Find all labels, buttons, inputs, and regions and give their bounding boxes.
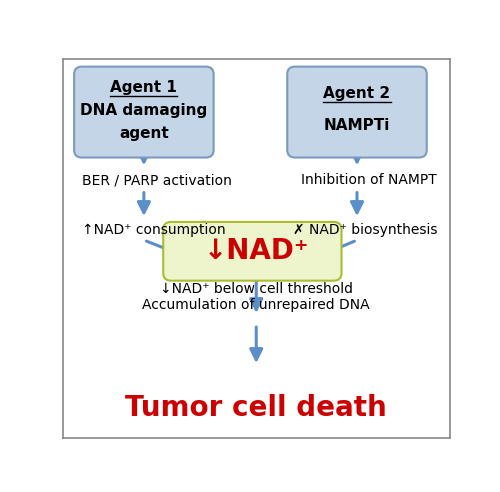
Text: agent: agent (119, 126, 169, 141)
Text: Tumor cell death: Tumor cell death (126, 394, 387, 422)
Text: Agent 2: Agent 2 (324, 86, 390, 101)
Text: ✗ NAD⁺ biosynthesis: ✗ NAD⁺ biosynthesis (293, 223, 438, 237)
Text: ↓NAD⁺: ↓NAD⁺ (204, 237, 309, 265)
FancyBboxPatch shape (287, 66, 427, 157)
Text: ↑NAD⁺ consumption: ↑NAD⁺ consumption (82, 223, 226, 237)
FancyBboxPatch shape (163, 222, 342, 280)
Text: BER / PARP activation: BER / PARP activation (82, 173, 232, 187)
Text: Accumulation of unrepaired DNA: Accumulation of unrepaired DNA (142, 298, 370, 311)
Text: DNA damaging: DNA damaging (80, 103, 208, 118)
Text: Agent 1: Agent 1 (110, 80, 178, 94)
FancyBboxPatch shape (74, 66, 214, 157)
Text: NAMPTi: NAMPTi (324, 118, 390, 133)
Text: Inhibition of NAMPT: Inhibition of NAMPT (301, 173, 436, 187)
Text: ↓NAD⁺ below cell threshold: ↓NAD⁺ below cell threshold (160, 282, 353, 296)
